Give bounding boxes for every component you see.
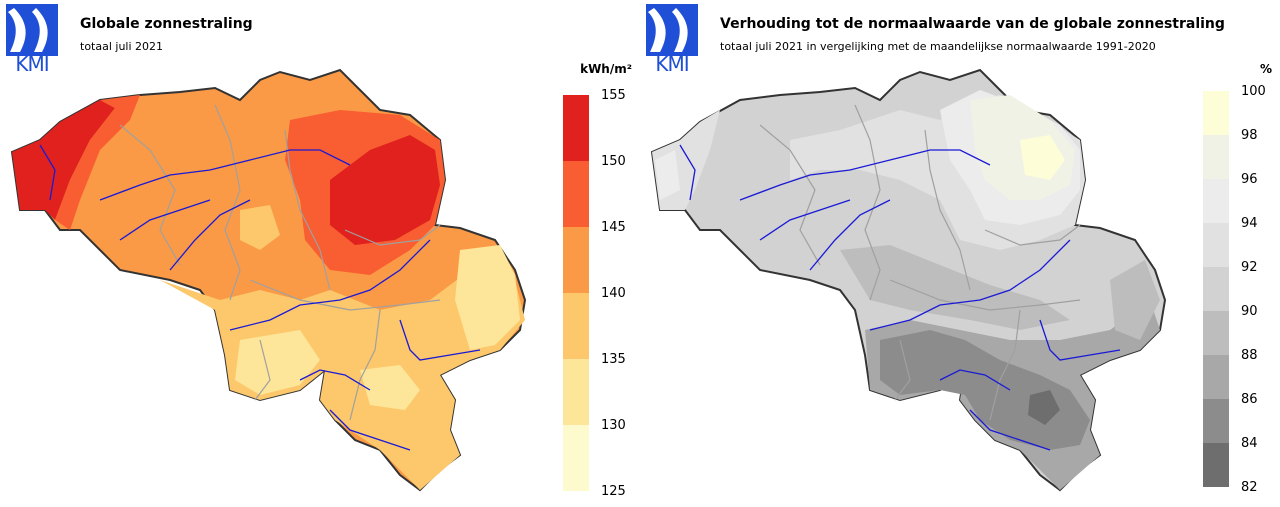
zone-130-135-south-2 [360,365,420,410]
legend-swatch-92-94 [1203,223,1229,267]
legend-tick: 94 [1241,216,1258,231]
kmi-logo-text: KMI [15,52,49,76]
zone-150-155-east [330,135,440,245]
legend-tick: 90 [1241,304,1258,319]
map-title: Globale zonnestraling [80,16,253,32]
kmi-logo-text: KMI [655,52,689,76]
legend-swatch-86-88 [1203,355,1229,399]
province-borders [759,104,1081,421]
legend-tick: 86 [1241,392,1258,407]
province-borders [119,104,441,421]
legend-swatch-150-155 [563,95,589,161]
legend-tick: 82 [1241,480,1258,495]
legend-swatch-130-135 [563,359,589,425]
panel-solar-radiation: KMI Globale zonnestraling totaal juli 20… [6,4,633,499]
legend-tick: 155 [601,88,626,103]
zone-98-100-north [1020,135,1065,180]
legend-tick: 96 [1241,172,1258,187]
legend-swatch-98-100 [1203,91,1229,135]
legend-swatch-135-140 [563,293,589,359]
kmi-logo-mark [6,4,58,56]
legend-tick: 100 [1241,84,1266,99]
zone-150-155-west [12,100,115,220]
legend-swatch-145-150 [563,161,589,227]
legend: 100 98 96 94 92 90 88 86 84 82 [1203,85,1273,495]
legend: 155 150 145 140 135 130 125 [563,89,633,499]
legend-swatch-140-145 [563,227,589,293]
legend-tick: 98 [1241,128,1258,143]
zone-130-135-east [455,245,520,350]
legend-swatch-82-84 [1203,443,1229,487]
zone-94-96-west [655,150,680,200]
kmi-logo-mark [646,4,698,56]
legend-tick: 150 [601,154,626,169]
rivers [39,144,481,451]
legend-swatch-88-90 [1203,311,1229,355]
map-subtitle: totaal juli 2021 [80,40,164,53]
legend-tick: 130 [601,418,626,433]
legend-swatch-96-98 [1203,135,1229,179]
kmi-logo: KMI [6,4,58,76]
kmi-logo: KMI [646,4,698,76]
legend-tick: 88 [1241,348,1258,363]
map-subtitle: totaal juli 2021 in vergelijking met de … [720,40,1156,53]
panel-radiation-ratio: KMI Verhouding tot de normaalwaarde van … [640,0,1280,507]
legend-tick: 84 [1241,436,1258,451]
legend-tick: 140 [601,286,626,301]
legend-tick: 125 [601,484,626,499]
zone-130-135-center [240,205,280,250]
legend-unit: kWh/m² [580,62,632,76]
legend-tick: 145 [601,220,626,235]
legend-unit: % [1259,62,1272,76]
zone-88-90-center [840,245,1070,330]
rivers [679,144,1121,451]
map-title: Verhouding tot de normaalwaarde van de g… [720,16,1225,32]
legend-tick: 92 [1241,260,1258,275]
zone-130-135-south-1 [235,330,320,395]
legend-swatch-84-86 [1203,399,1229,443]
zone-82-84-south [1028,390,1060,425]
belgium-radiation-map [10,68,527,492]
belgium-ratio-map [650,68,1167,492]
zone-86-88-east [1110,260,1160,340]
legend-tick: 135 [601,352,626,367]
zone-145-150-west [55,95,140,230]
legend-swatch-90-92 [1203,267,1229,311]
legend-swatch-125-130 [563,425,589,491]
legend-swatch-94-96 [1203,179,1229,223]
